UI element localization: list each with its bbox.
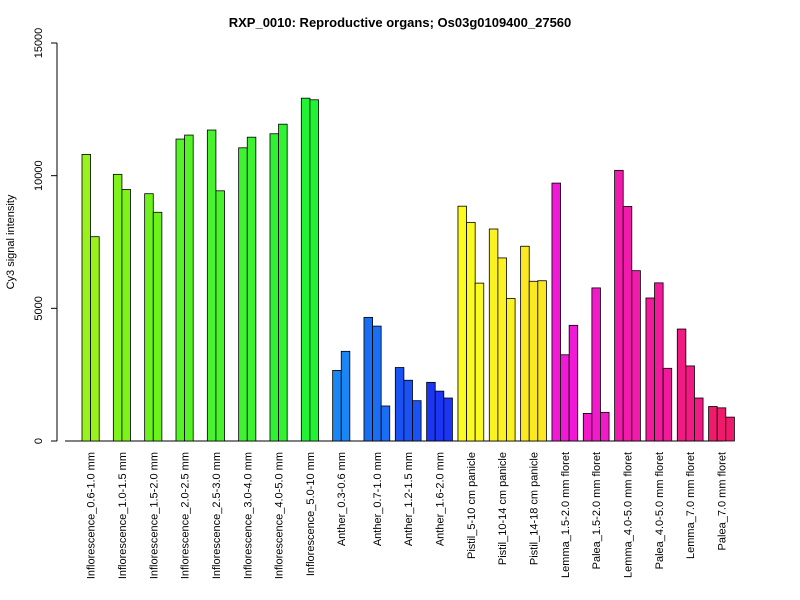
- bar: [708, 406, 718, 442]
- bar: [363, 316, 373, 442]
- bar: [520, 245, 530, 442]
- x-tick-label: Inflorescence_0.6-1.0 mm: [86, 452, 98, 579]
- bar: [443, 397, 453, 442]
- bar: [340, 350, 351, 442]
- x-tick-label: Anther_1.2-1.5 mm: [403, 452, 415, 546]
- y-tick-label: 15000: [33, 28, 45, 59]
- bar: [300, 97, 311, 442]
- bar: [474, 282, 485, 442]
- x-tick-label: Inflorescence_2.5-3.0 mm: [211, 452, 223, 579]
- bar: [506, 298, 516, 442]
- bar: [591, 287, 601, 442]
- y-tick-label: 0: [33, 438, 45, 444]
- bar: [568, 324, 579, 442]
- y-axis: 0 5000 10000 15000: [33, 28, 58, 444]
- bar: [81, 154, 92, 442]
- bar: [121, 189, 131, 442]
- bar: [278, 123, 288, 442]
- bar: [645, 297, 655, 442]
- bar: [551, 182, 561, 442]
- x-tick-label: Inflorescence_3.0-4.0 mm: [242, 452, 254, 579]
- chart-title: RXP_0010: Reproductive organs; Os03g0109…: [229, 15, 572, 30]
- y-tick-label: 5000: [33, 296, 45, 320]
- x-tick-label: Inflorescence_1.5-2.0 mm: [148, 452, 160, 579]
- bars-group: [81, 97, 735, 442]
- bar: [215, 190, 225, 442]
- bar: [582, 413, 593, 442]
- bar: [372, 325, 382, 442]
- bar: [144, 193, 154, 442]
- bar: [152, 211, 163, 442]
- x-tick-label: Pistil_10-14 cm panicle: [497, 452, 509, 565]
- bar: [560, 354, 570, 442]
- bar: [725, 416, 735, 442]
- bar: [309, 99, 319, 442]
- bar: [380, 405, 391, 442]
- bar: [716, 407, 727, 442]
- y-axis-label: Cy3 signal intensity: [5, 194, 17, 289]
- bar: [497, 257, 507, 442]
- x-tick-label: Palea_4.0-5.0 mm floret: [654, 452, 666, 569]
- bar: [676, 328, 687, 442]
- bar: [434, 390, 445, 442]
- x-tick-label: Lemma_1.5-2.0 mm floret: [560, 452, 572, 578]
- x-tick-label: Inflorescence_5.0-10 mm: [305, 452, 317, 576]
- bar: [412, 400, 422, 442]
- bar: [206, 129, 217, 442]
- x-tick-label: Lemma_7.0 mm floret: [685, 452, 697, 559]
- bar: [488, 228, 499, 442]
- bar: [426, 381, 436, 442]
- bar: [654, 282, 664, 442]
- x-tick-label: Pistil_14-18 cm panicle: [529, 452, 541, 565]
- x-tick-label: Lemma_4.0-5.0 mm floret: [623, 452, 635, 578]
- bar: [631, 270, 641, 442]
- bar: [694, 397, 704, 442]
- bar: [622, 206, 633, 442]
- x-tick-label: Palea_1.5-2.0 mm floret: [591, 452, 603, 569]
- x-tick-label: Inflorescence_4.0-5.0 mm: [274, 452, 286, 579]
- bar: [537, 280, 547, 442]
- bar: [175, 138, 185, 442]
- bar: [238, 147, 248, 442]
- bar: [662, 367, 673, 442]
- x-tick-labels: Inflorescence_0.6-1.0 mm Inflorescence_1.…: [86, 452, 729, 579]
- x-tick-label: Pistil_5-10 cm panicle: [466, 452, 478, 559]
- x-tick-label: Anther_0.7-1.0 mm: [372, 452, 384, 546]
- bar: [269, 133, 279, 442]
- x-tick-label: Palea_7.0 mm floret: [717, 452, 729, 550]
- bar: [90, 236, 100, 442]
- bar: [614, 169, 624, 442]
- bar: [457, 205, 467, 442]
- bar: [332, 370, 342, 442]
- bar: [528, 280, 539, 442]
- bar: [246, 136, 257, 442]
- bar: [466, 221, 476, 442]
- bar: [184, 134, 194, 442]
- y-tick-label: 10000: [33, 160, 45, 191]
- x-tick-label: Inflorescence_2.0-2.5 mm: [180, 452, 192, 579]
- bar: [685, 365, 695, 442]
- bar: [403, 379, 413, 442]
- bar: [112, 173, 123, 442]
- bar: [600, 411, 610, 442]
- bar: [394, 367, 405, 442]
- x-tick-label: Anther_0.3-0.6 mm: [336, 452, 348, 546]
- x-tick-label: Inflorescence_1.0-1.5 mm: [117, 452, 129, 579]
- x-tick-label: Anther_1.6-2.0 mm: [435, 452, 447, 546]
